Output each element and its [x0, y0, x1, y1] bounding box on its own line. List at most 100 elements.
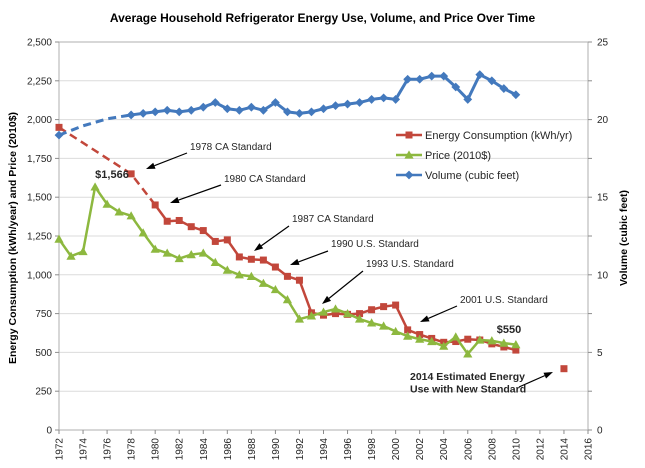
annotation-arrow-line	[260, 225, 290, 247]
annotation-arrowhead	[290, 258, 300, 265]
data-point-marker	[354, 314, 365, 323]
annotation-text: 1978 CA Standard	[190, 142, 272, 153]
data-point-marker	[367, 95, 376, 104]
x-tick-label: 1976	[103, 438, 114, 461]
data-point-marker	[271, 263, 279, 271]
annotation-arrow-line	[328, 270, 364, 299]
data-point-marker	[511, 340, 521, 349]
legend-item: Energy Consumption (kWh/yr)	[396, 130, 572, 142]
isolated-data-point-marker	[560, 365, 568, 373]
series-group	[54, 70, 568, 373]
data-point-marker	[186, 105, 196, 115]
y-right-tick-label: 5	[597, 348, 603, 359]
legend: Energy Consumption (kWh/yr) Price (2010$)…	[396, 130, 572, 182]
series-line	[57, 185, 517, 356]
data-point-marker	[174, 253, 184, 263]
data-point-marker	[163, 217, 171, 225]
data-point-marker	[511, 90, 521, 100]
annotation-1978-ca-standard: 1978 CA Standard	[146, 142, 272, 169]
data-point-marker	[258, 278, 268, 287]
data-point-marker	[427, 336, 437, 346]
x-tick-label: 1992	[295, 438, 306, 461]
data-point-marker	[175, 216, 183, 224]
data-point-marker	[439, 341, 449, 350]
data-point-marker	[211, 237, 219, 245]
data-point-marker	[295, 108, 304, 118]
annotation-price-peak-label: $1,566	[95, 169, 129, 181]
data-point-marker	[439, 71, 449, 81]
data-point-marker	[199, 227, 207, 235]
data-point-marker	[283, 107, 292, 117]
y-left-tick-label: 0	[46, 426, 52, 437]
y-left-tick-label: 1,000	[27, 270, 52, 281]
data-point-marker	[318, 307, 329, 316]
series-line	[154, 204, 517, 352]
data-point-marker	[391, 326, 401, 336]
data-point-marker	[55, 123, 63, 131]
data-point-marker	[198, 102, 208, 112]
annotation-2014-standard-note: 2014 Estimated Energy Use with New Standa…	[410, 371, 553, 396]
annotation-1980-ca-standard: 1980 CA Standard	[170, 174, 306, 204]
data-point-marker	[475, 70, 485, 79]
data-point-marker	[234, 270, 244, 279]
annotation-price-end-label: $550	[497, 324, 521, 336]
annotation-arrow-line	[298, 250, 329, 263]
data-point-marker	[126, 110, 136, 120]
y-right-tick-label: 20	[597, 115, 609, 126]
y-left-tick-label: 1,500	[27, 193, 52, 204]
y-right-tick-label: 25	[597, 38, 609, 49]
annotation-text: 1990 U.S. Standard	[331, 239, 419, 250]
annotation-text: 1987 CA Standard	[292, 214, 374, 225]
annotation-1990-us-standard: 1990 U.S. Standard	[290, 239, 419, 265]
y-left-tick-label: 2,000	[27, 115, 52, 126]
axis-tick-labels: 02505007501,0001,2501,5001,7502,0002,250…	[27, 38, 609, 461]
y-left-tick-label: 2,250	[27, 76, 52, 87]
x-tick-label: 1986	[223, 438, 234, 461]
data-point-marker	[78, 246, 88, 256]
data-point-marker	[90, 182, 100, 191]
data-point-marker	[415, 74, 425, 84]
series-2	[54, 70, 521, 140]
data-point-marker	[463, 349, 473, 358]
data-point-marker	[138, 228, 148, 237]
data-point-marker	[282, 295, 293, 304]
y-left-tick-label: 1,750	[27, 154, 52, 165]
series-dashed-line	[58, 126, 157, 206]
annotation-text: 1993 U.S. Standard	[366, 259, 454, 270]
annotation-arrow-line	[518, 375, 546, 388]
data-point-marker	[451, 332, 461, 341]
x-tick-label: 2006	[463, 438, 474, 461]
annotation-text: 1980 CA Standard	[224, 174, 306, 185]
x-tick-label: 2016	[584, 438, 595, 461]
data-point-marker	[186, 250, 196, 259]
data-point-marker	[499, 338, 509, 347]
x-tick-label: 1988	[247, 438, 258, 461]
x-tick-label: 2010	[511, 438, 522, 461]
chart-title: Average Household Refrigerator Energy Us…	[109, 11, 536, 25]
y-left-tick-label: 750	[35, 309, 52, 320]
annotation-arrow-line	[154, 152, 188, 167]
y-left-tick-label: 500	[35, 348, 52, 359]
data-point-marker	[151, 201, 159, 209]
y-right-tick-label: 0	[597, 426, 603, 437]
data-point-marker	[330, 304, 341, 313]
data-point-marker	[54, 234, 64, 243]
data-point-marker	[223, 236, 231, 244]
data-point-marker	[464, 335, 472, 343]
annotation-arrowhead	[420, 315, 430, 322]
x-tick-label: 1990	[271, 438, 282, 461]
annotation-1987-ca-standard: 1987 CA Standard	[254, 214, 374, 251]
data-point-marker	[368, 306, 376, 314]
data-point-marker	[392, 301, 400, 309]
x-tick-label: 2002	[415, 438, 426, 461]
data-point-marker	[198, 248, 208, 257]
data-point-marker	[463, 95, 473, 104]
x-tick-label: 1996	[343, 438, 354, 461]
data-point-marker	[366, 318, 377, 327]
y-left-tick-label: 1,250	[27, 232, 52, 243]
data-point-marker	[380, 303, 388, 311]
data-point-marker	[403, 74, 413, 84]
data-point-marker	[150, 244, 160, 253]
